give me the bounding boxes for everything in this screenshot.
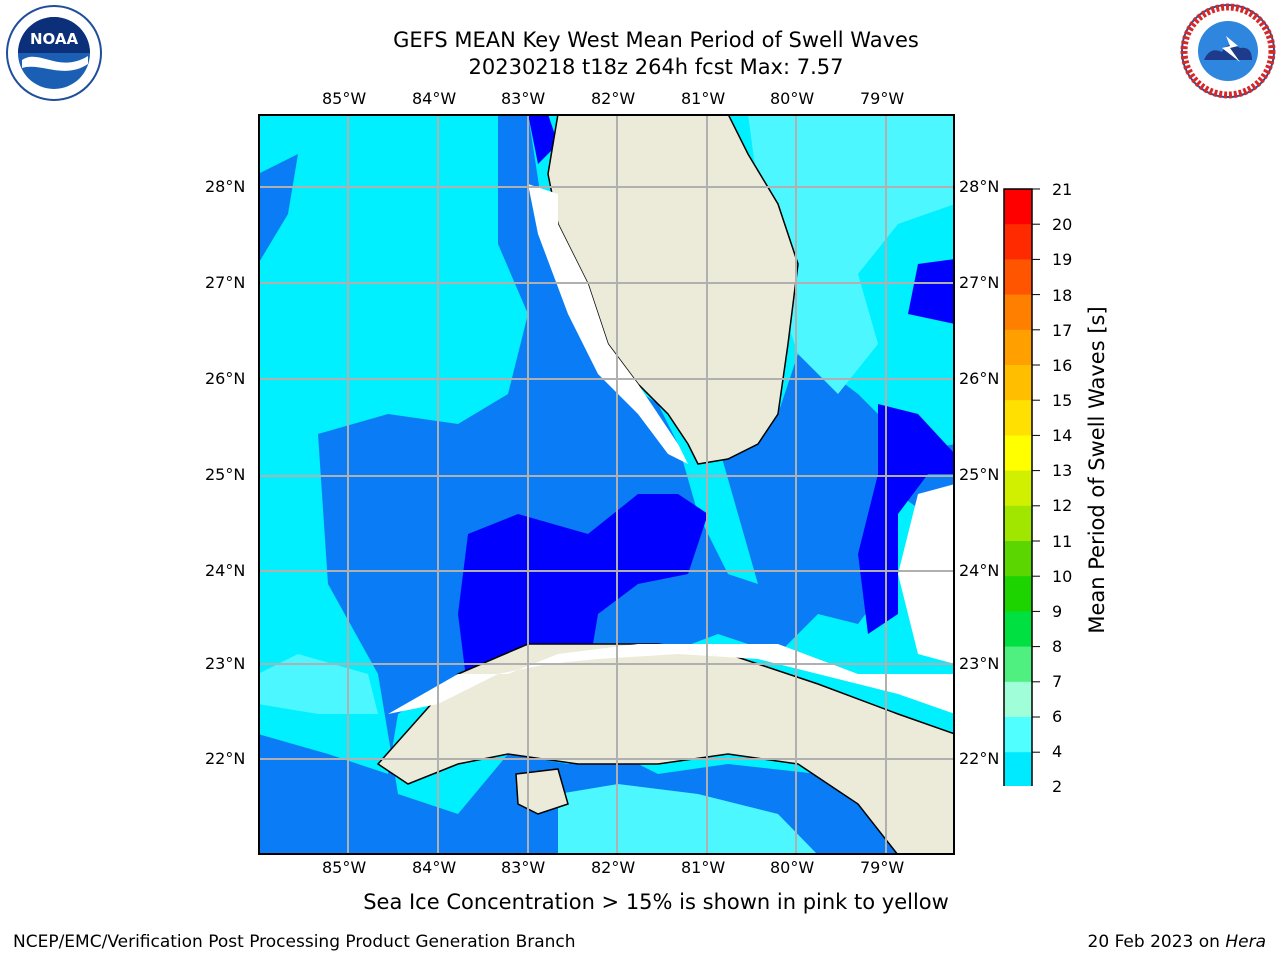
lon-label: 82°W xyxy=(591,89,636,108)
contour-region xyxy=(908,259,955,324)
lat-label: 28°N xyxy=(959,177,1000,196)
white-mask xyxy=(528,184,688,464)
colorbar-segment xyxy=(1004,189,1032,225)
colorbar-segment xyxy=(1004,294,1032,331)
contour-region xyxy=(258,114,955,855)
colorbar-tick-label: 17 xyxy=(1052,321,1073,340)
colorbar-segment xyxy=(1004,400,1032,436)
colorbar-segment xyxy=(1004,576,1032,612)
colorbar-tick-label: 7 xyxy=(1052,672,1063,691)
colorbar-segment xyxy=(1004,435,1032,472)
lon-label: 79°W xyxy=(860,89,905,108)
footer-branch: NCEP/EMC/Verification Post Processing Pr… xyxy=(13,932,576,952)
contour-region xyxy=(458,494,708,694)
colorbar-tick-label: 15 xyxy=(1052,391,1073,410)
colorbar-segment xyxy=(1004,752,1032,786)
colorbar-tick-label: 2 xyxy=(1052,777,1063,796)
colorbar-segment xyxy=(1004,541,1032,577)
white-mask xyxy=(388,644,955,714)
lat-label: 26°N xyxy=(205,369,246,388)
contour-region xyxy=(258,154,298,264)
colorbar-tick-label: 14 xyxy=(1052,426,1073,445)
map-title: GEFS MEAN Key West Mean Period of Swell … xyxy=(393,28,919,52)
colorbar-tick-label: 19 xyxy=(1052,250,1073,269)
noaa-logo: NOAA xyxy=(6,5,102,101)
lat-label: 25°N xyxy=(959,465,1000,484)
colorbar-tick-label: 18 xyxy=(1052,286,1073,305)
colorbar xyxy=(1003,188,1040,786)
lat-label: 27°N xyxy=(205,273,246,292)
contour-region xyxy=(558,784,818,855)
colorbar-title: Mean Period of Swell Waves [s] xyxy=(1085,306,1109,634)
svg-text:NOAA: NOAA xyxy=(30,30,79,48)
lat-label: 25°N xyxy=(205,465,246,484)
lat-label: 23°N xyxy=(205,654,246,673)
lat-label: 24°N xyxy=(205,561,246,580)
nws-logo xyxy=(1180,3,1276,99)
lon-label: 83°W xyxy=(501,89,546,108)
lon-label: 81°W xyxy=(681,89,726,108)
lon-label: 83°W xyxy=(501,858,546,877)
colorbar-segment xyxy=(1004,505,1032,542)
lon-label: 84°W xyxy=(412,89,457,108)
colorbar-tick-label: 8 xyxy=(1052,637,1063,656)
contour-region xyxy=(748,114,955,394)
colorbar-segment xyxy=(1004,259,1032,296)
colorbar-tick-label: 11 xyxy=(1052,532,1073,551)
colorbar-tick-label: 4 xyxy=(1052,742,1063,761)
colorbar-segment xyxy=(1004,329,1032,366)
colorbar-segment xyxy=(1004,224,1032,260)
colorbar-tick-label: 21 xyxy=(1052,180,1073,199)
colorbar-segment xyxy=(1004,365,1032,401)
footer-date-text: 20 Feb 2023 on xyxy=(1087,932,1226,952)
colorbar-segment xyxy=(1004,681,1032,718)
map-subtitle: 20230218 t18z 264h fcst Max: 7.57 xyxy=(468,55,844,79)
lon-label: 84°W xyxy=(412,858,457,877)
colorbar-segment xyxy=(1004,470,1032,507)
footer-host: Hera xyxy=(1225,932,1266,952)
colorbar-segment xyxy=(1004,611,1032,648)
colorbar-tick-label: 9 xyxy=(1052,602,1063,621)
lat-label: 22°N xyxy=(959,749,1000,768)
colorbar-segment xyxy=(1004,646,1032,683)
lon-label: 85°W xyxy=(322,858,367,877)
lon-label: 80°W xyxy=(770,89,815,108)
colorbar-tick-label: 12 xyxy=(1052,496,1073,515)
sea-ice-note: Sea Ice Concentration > 15% is shown in … xyxy=(363,890,949,914)
swell-period-map xyxy=(258,114,955,855)
colorbar-segment xyxy=(1004,717,1032,753)
colorbar-tick-label: 13 xyxy=(1052,461,1073,480)
footer-date: 20 Feb 2023 on Hera xyxy=(1088,932,1266,952)
contour-region xyxy=(528,114,558,164)
colorbar-tick-label: 20 xyxy=(1052,215,1073,234)
lat-label: 28°N xyxy=(205,177,246,196)
lon-label: 82°W xyxy=(591,858,636,877)
lon-label: 85°W xyxy=(322,89,367,108)
colorbar-tick-label: 16 xyxy=(1052,356,1073,375)
colorbar-tick-label: 10 xyxy=(1052,567,1073,586)
colorbar-tick-label: 6 xyxy=(1052,707,1063,726)
lat-label: 24°N xyxy=(959,561,1000,580)
lon-label: 80°W xyxy=(770,858,815,877)
colorbar-outline xyxy=(1003,188,1033,786)
contour-region xyxy=(258,814,518,855)
lon-label: 81°W xyxy=(681,858,726,877)
white-mask xyxy=(898,484,955,664)
lat-label: 23°N xyxy=(959,654,1000,673)
lat-label: 26°N xyxy=(959,369,1000,388)
lat-label: 27°N xyxy=(959,273,1000,292)
youth-isle-land xyxy=(515,768,569,815)
lat-label: 22°N xyxy=(205,749,246,768)
lon-label: 79°W xyxy=(860,858,905,877)
contour-region xyxy=(858,404,955,634)
